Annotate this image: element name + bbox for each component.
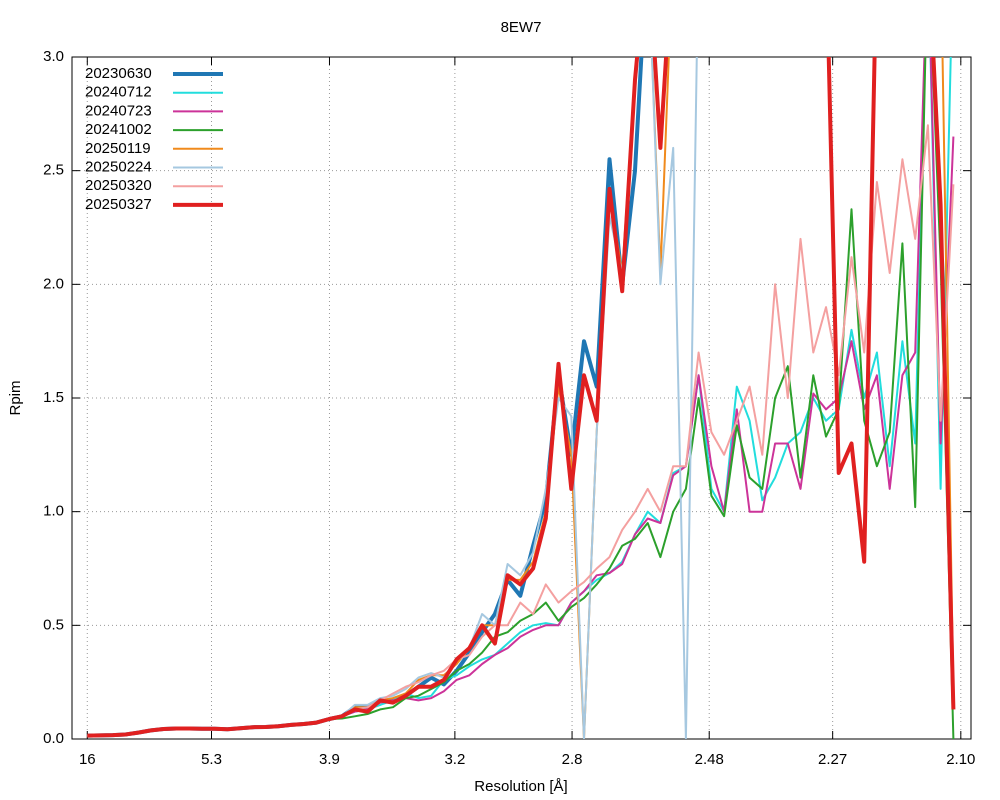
x-tick-label: 2.8 <box>562 751 583 768</box>
series-line <box>87 124 955 737</box>
legend-label: 20240712 <box>85 84 152 101</box>
y-tick-label: 3.0 <box>43 48 64 65</box>
legend-label: 20250327 <box>85 196 152 213</box>
y-tick-label: 2.0 <box>43 275 64 292</box>
legend-label: 20240723 <box>85 102 152 119</box>
y-tick-label: 1.0 <box>43 503 64 520</box>
plot-lines <box>87 57 956 739</box>
y-tick-label: 0.5 <box>43 616 64 633</box>
series-line <box>87 57 956 738</box>
x-tick-label: 3.2 <box>444 751 465 768</box>
chart-title: 8EW7 <box>501 19 542 36</box>
legend-label: 20230630 <box>85 65 152 82</box>
y-tick-label: 1.5 <box>43 389 64 406</box>
x-tick-label: 2.27 <box>818 751 847 768</box>
x-tick-label: 16 <box>79 751 96 768</box>
x-tick-label: 5.3 <box>201 751 222 768</box>
y-tick-label: 2.5 <box>43 162 64 179</box>
y-tick-label: 0.0 <box>43 730 64 747</box>
x-tick-label: 3.9 <box>319 751 340 768</box>
legend-label: 20241002 <box>85 121 152 138</box>
x-axis-label: Resolution [Å] <box>474 778 567 795</box>
legend-label: 20250224 <box>85 158 152 175</box>
legend-label: 20250320 <box>85 177 152 194</box>
x-tick-label: 2.48 <box>695 751 724 768</box>
y-axis-label: Rpim <box>7 380 24 415</box>
x-tick-label: 2.10 <box>946 751 975 768</box>
legend-label: 20250119 <box>85 140 151 157</box>
